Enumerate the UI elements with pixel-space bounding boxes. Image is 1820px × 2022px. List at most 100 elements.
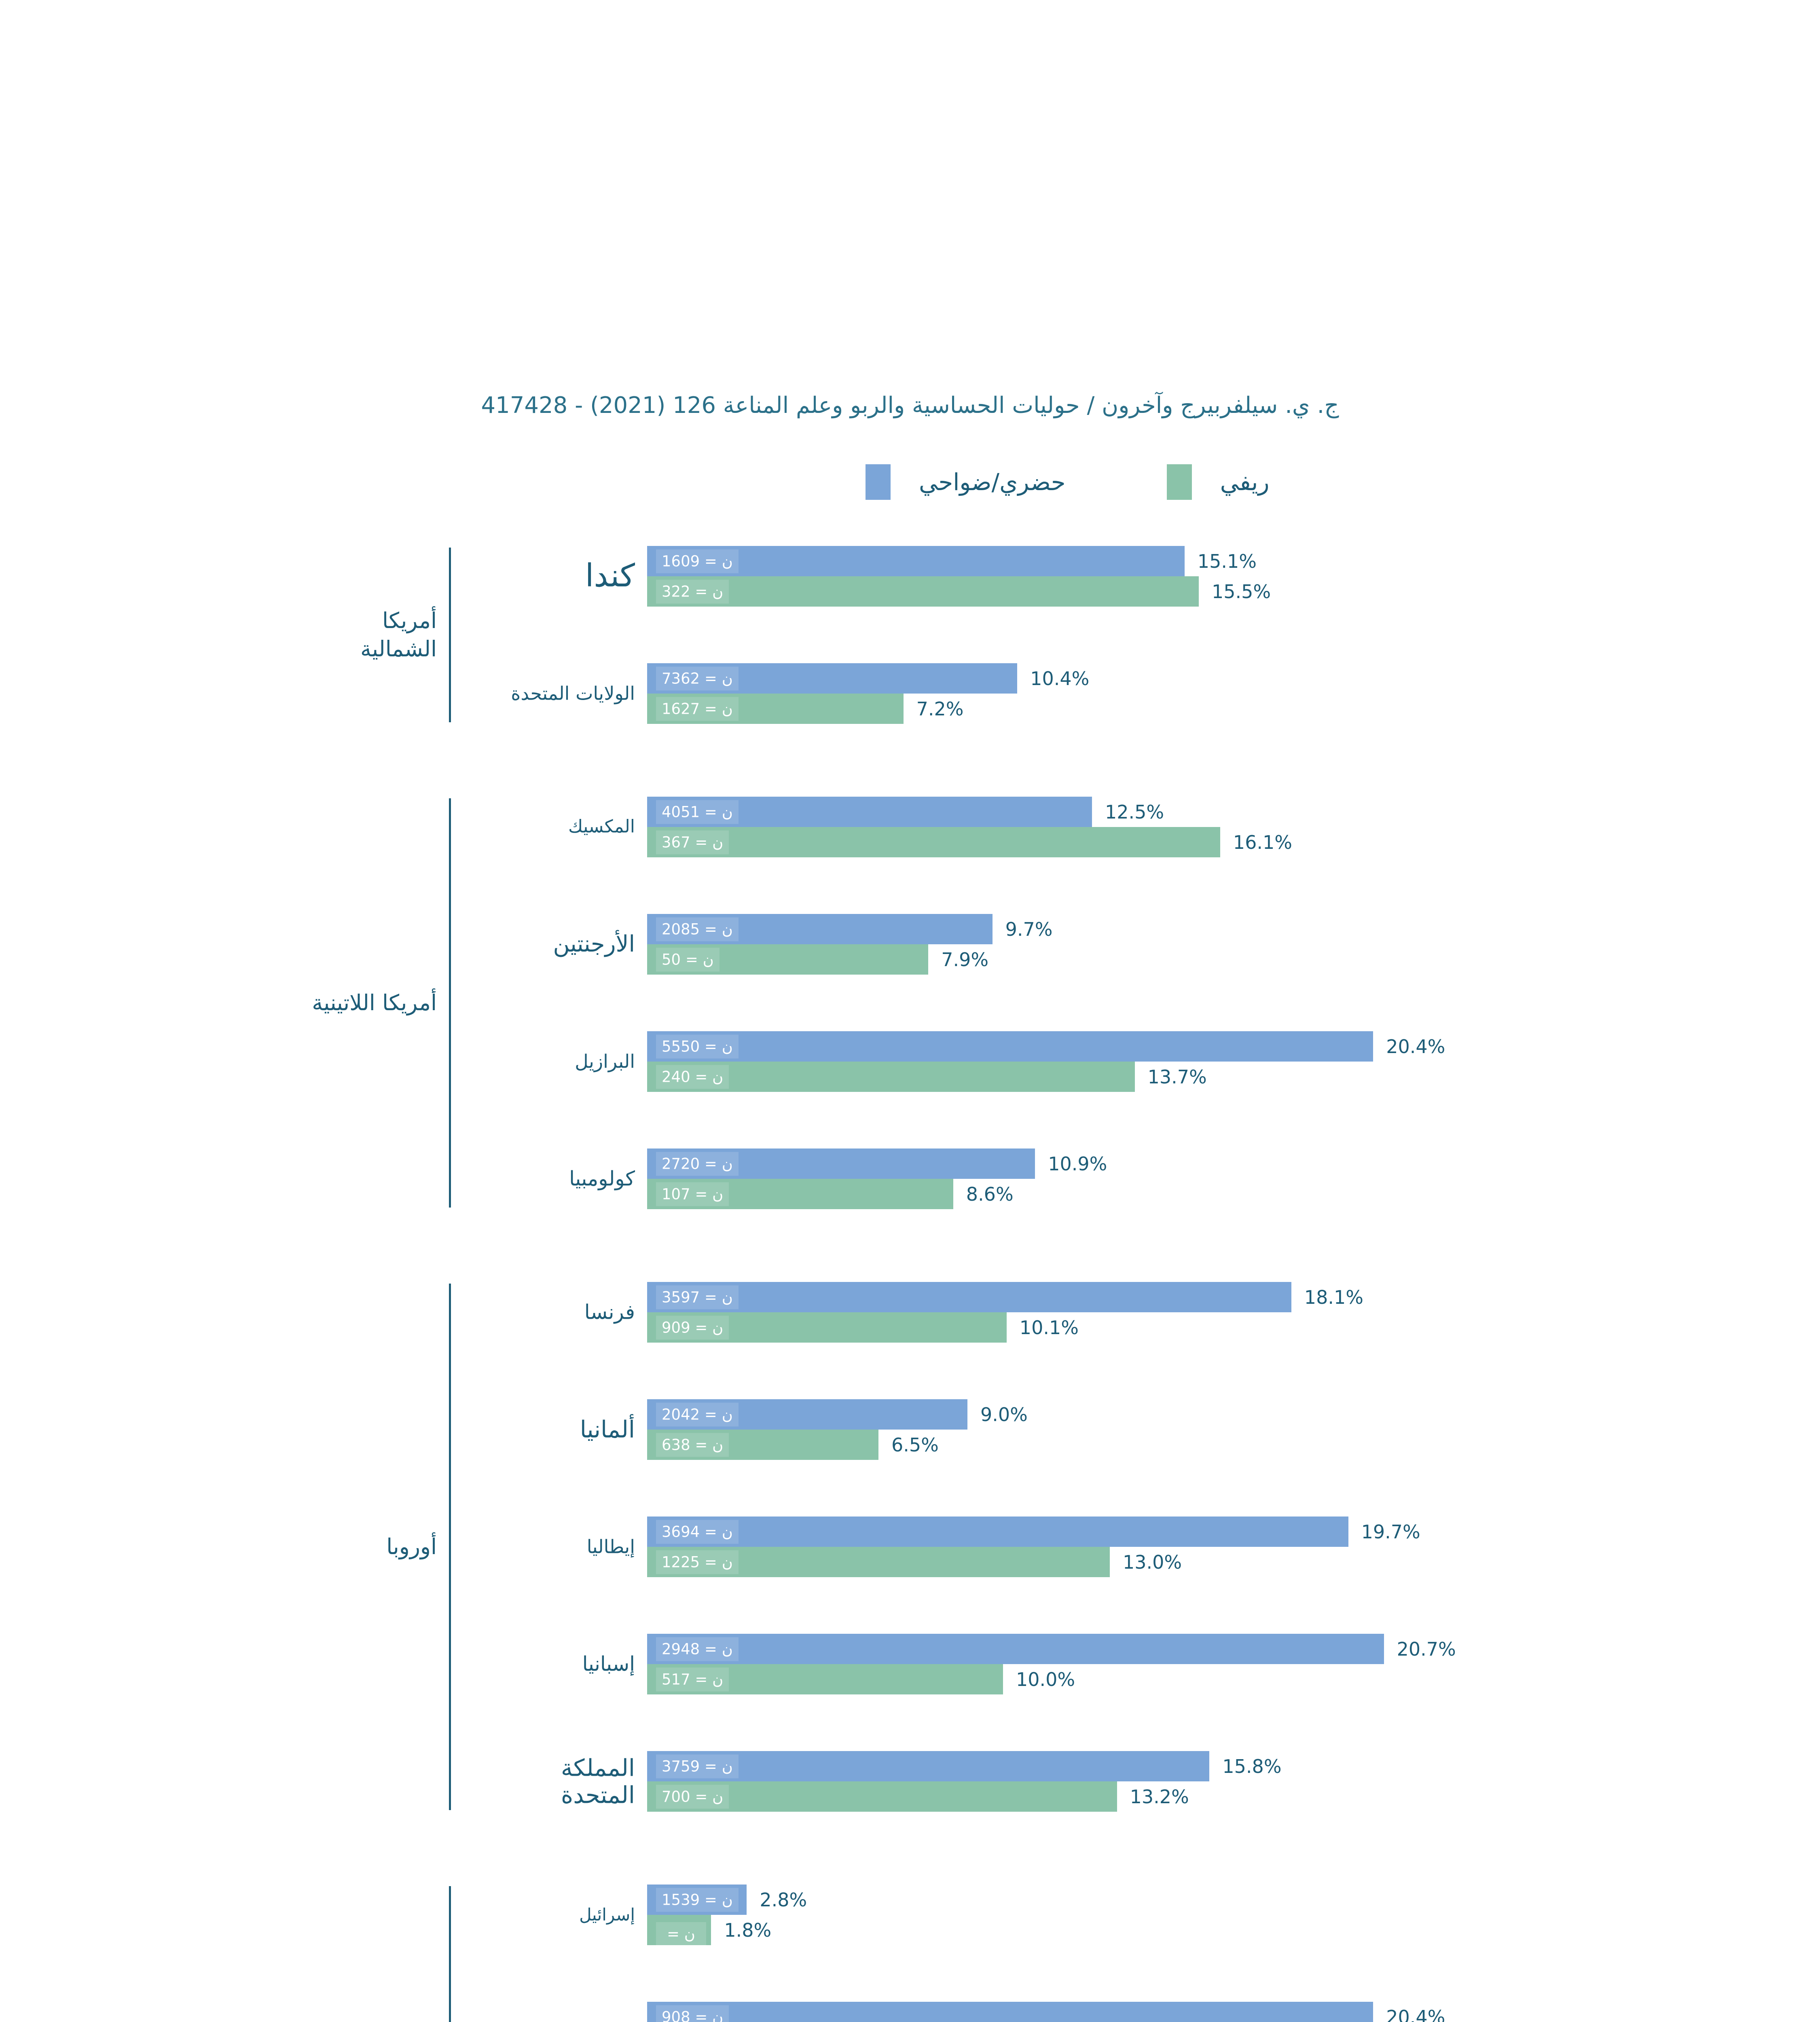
rural-bar: ن = 909 10.1% xyxy=(647,1312,1079,1343)
urban-n-label: ن = 5550 xyxy=(656,1034,739,1058)
rural-bar: ن = 107 8.6% xyxy=(647,1179,1014,1209)
country-label: ألمانيا xyxy=(580,1415,635,1443)
rural-n-label: ن = 909 xyxy=(656,1316,729,1339)
country-label: إسرائيل xyxy=(579,1904,635,1925)
urban-percent-label: 20.4% xyxy=(1386,1035,1445,1058)
country-row: ألمانيا ن = 2042 9.0% ن = 638 6.5% xyxy=(580,1399,1537,1460)
legend: حضري/ضواحي ريفي xyxy=(866,464,1269,500)
region-group: الشرق الأوسط/أوراسياإسرائيلن = 15392.8%ن… xyxy=(449,1885,1537,2022)
rural-percent-label: 7.9% xyxy=(941,948,989,971)
rural-bar: ن = 638 6.5% xyxy=(647,1430,939,1460)
country-row: فرنسا ن = 3597 18.1% ن = 909 10.1% xyxy=(584,1282,1537,1343)
bar-pair: ن = 2720 10.9% ن = 107 8.6% xyxy=(647,1148,1537,1209)
urban-bar: ن = 908 20.4% xyxy=(647,2002,1445,2022)
country-label: المملكة المتحدة xyxy=(561,1754,635,1808)
rural-percent-label: 8.6% xyxy=(966,1183,1014,1205)
region-label: أوروبا xyxy=(386,1533,437,1559)
urban-n-label: ن = 4051 xyxy=(656,800,739,824)
rural-percent-label: 10.0% xyxy=(1016,1668,1075,1690)
plot: أمريكا الشمالية كندا ن = 1609 15.1% ن = 322 1… xyxy=(312,546,1537,2022)
rural-swatch-icon xyxy=(1166,464,1192,500)
urban-n-label: ن = 908 xyxy=(656,2005,729,2022)
urban-swatch-icon xyxy=(866,464,891,500)
urban-bar: ن = 1539 2.8% xyxy=(647,1885,807,1915)
rural-percent-label: 7.2% xyxy=(916,698,964,720)
urban-n-label: ن = 2085 xyxy=(656,917,739,941)
urban-bar: ن = 3694 19.7% xyxy=(647,1516,1420,1547)
legend-label-urban: حضري/ضواحي xyxy=(919,468,1066,496)
country-row: المكسيك ن = 4051 12.5% ن = 367 16.1% xyxy=(568,797,1537,857)
bar-pair: ن = 7362 10.4% ن = 1627 7.2% xyxy=(647,663,1537,724)
urban-percent-label: 19.7% xyxy=(1361,1521,1420,1543)
rural-bar: ن = 517 10.0% xyxy=(647,1664,1075,1694)
country-label: كندا xyxy=(585,558,635,594)
rural-percent-label: 13.7% xyxy=(1147,1066,1207,1088)
urban-n-label: ن = 7362 xyxy=(656,666,739,690)
bar-pair: ن = 1609 15.1% ن = 322 15.5% xyxy=(647,546,1537,607)
urban-percent-label: 2.8% xyxy=(760,1889,807,1911)
rural-bar: ن = 367 16.1% xyxy=(647,827,1292,857)
urban-bar: ن = 2085 9.7% xyxy=(647,914,1052,944)
rural-bar: ن = 322 15.5% xyxy=(647,576,1271,607)
rural-bar: ن = 240 13.7% xyxy=(647,1062,1207,1092)
country-label: البرازيل xyxy=(575,1050,635,1072)
rural-bar: ن = 138 1.8% xyxy=(647,1915,771,1965)
urban-bar: ن = 5550 20.4% xyxy=(647,1031,1445,1062)
bar-pair: ن = 3759 15.8% ن = 700 13.2% xyxy=(647,1751,1537,1812)
bar-pair: ن = 2948 20.7% ن = 517 10.0% xyxy=(647,1634,1537,1694)
bar-pair: ن = 3597 18.1% ن = 909 10.1% xyxy=(647,1282,1537,1343)
country-row: كندا ن = 1609 15.1% ن = 322 15.5% xyxy=(585,546,1537,607)
region-group: أمريكا اللاتينية المكسيك ن = 4051 12.5% ن = … xyxy=(312,797,1537,1209)
rural-n-label: ن = 50 xyxy=(656,948,720,971)
urban-bar: ن = 1609 15.1% xyxy=(647,546,1257,576)
rural-n-label: ن = 138 xyxy=(656,1922,706,1965)
legend-label-rural: ريفي xyxy=(1220,468,1270,496)
region-label: أمريكا الشمالية xyxy=(360,607,437,662)
urban-bar: ن = 4051 12.5% xyxy=(647,797,1164,827)
urban-bar: ن = 2042 9.0% xyxy=(647,1399,1028,1430)
country-row: البرازيل ن = 5550 20.4% ن = 240 13.7% xyxy=(575,1031,1537,1092)
country-label: المكسيك xyxy=(568,816,635,837)
rural-percent-label: 13.0% xyxy=(1123,1551,1182,1573)
country-row: إسبانيا ن = 2948 20.7% ن = 517 10.0% xyxy=(582,1634,1537,1694)
urban-n-label: ن = 3694 xyxy=(656,1520,739,1544)
urban-bar: ن = 7362 10.4% xyxy=(647,663,1089,694)
country-row: إيطاليا ن = 3694 19.7% ن = 1225 13.0% xyxy=(587,1516,1537,1577)
urban-n-label: ن = 3597 xyxy=(656,1285,739,1309)
bar-pair: ن = 5550 20.4% ن = 240 13.7% xyxy=(647,1031,1537,1092)
urban-n-label: ن = 2720 xyxy=(656,1152,739,1176)
urban-n-label: ن = 3759 xyxy=(656,1754,739,1778)
region-bracket xyxy=(449,548,451,722)
rural-n-label: ن = 700 xyxy=(656,1785,729,1808)
country-row: كولومبيا ن = 2720 10.9% ن = 107 8.6% xyxy=(569,1148,1537,1209)
urban-percent-label: 18.1% xyxy=(1304,1286,1363,1308)
urban-percent-label: 10.9% xyxy=(1048,1153,1107,1175)
rural-bar: ن = 700 13.2% xyxy=(647,1781,1189,1812)
region-group: أمريكا الشمالية كندا ن = 1609 15.1% ن = 322 1… xyxy=(360,546,1537,724)
urban-n-label: ن = 1539 xyxy=(656,1888,739,1912)
country-label: فرنسا xyxy=(584,1300,635,1324)
urban-percent-label: 9.7% xyxy=(1005,918,1053,940)
urban-percent-label: 15.8% xyxy=(1222,1755,1282,1777)
region-bracket xyxy=(449,798,451,1208)
rural-bar: ن = 1225 13.0% xyxy=(647,1547,1182,1577)
bar-pair: ن = 1539 2.8% ن = 138 1.8% xyxy=(647,1885,1537,1965)
urban-n-label: ن = 2042 xyxy=(656,1402,739,1426)
urban-percent-label: 10.4% xyxy=(1030,667,1090,690)
region-bracket xyxy=(449,1284,451,1810)
rural-percent-label: 10.1% xyxy=(1019,1316,1079,1339)
urban-percent-label: 15.1% xyxy=(1197,550,1257,572)
country-row: الولايات المتحدة ن = 7362 10.4% ن = 1627 7.2… xyxy=(511,663,1537,724)
rural-percent-label: 15.5% xyxy=(1212,580,1271,603)
rural-n-label: ن = 517 xyxy=(656,1667,729,1691)
rural-n-label: ن = 638 xyxy=(656,1433,729,1457)
rural-n-label: ن = 322 xyxy=(656,580,729,603)
country-label: الأرجنتين xyxy=(553,931,635,957)
country-label: إيطاليا xyxy=(586,1536,635,1558)
urban-percent-label: 20.4% xyxy=(1386,2006,1445,2022)
urban-n-label: ن = 1609 xyxy=(656,549,739,573)
rural-percent-label: 6.5% xyxy=(891,1434,939,1456)
page-title: ج. ي. سيلفربيرج وآخرون / حوليات الحساسية… xyxy=(481,392,1339,419)
